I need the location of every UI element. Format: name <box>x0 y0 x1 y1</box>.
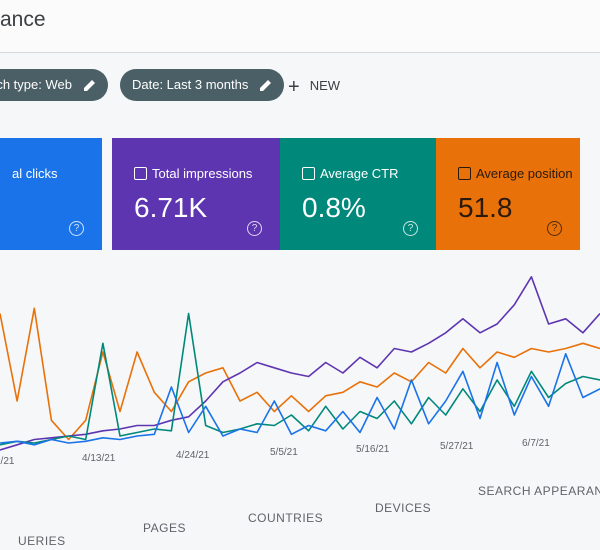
new-text: NEW <box>309 78 341 93</box>
metric-value: 51.8 <box>458 192 513 223</box>
metric-value: 0.8% <box>302 192 366 223</box>
edit-icon <box>260 80 272 91</box>
metric-card[interactable]: Average position 51.8? <box>436 138 580 250</box>
performance-chart: 2/21 4/13/21 4/24/21 5/5/21 5/16/21 5/27/21 6/… <box>0 276 600 467</box>
filter-text: Date: Last 3 months <box>132 77 249 92</box>
metric-label: Average position <box>476 166 573 181</box>
filter-text: rch type: Web <box>0 77 72 92</box>
tab[interactable]: SEARCH APPEARANCE <box>478 484 600 498</box>
x-axis-label: 5/16/21 <box>356 444 390 455</box>
x-axis-label: 4/13/21 <box>82 453 116 464</box>
help-icon: ? <box>547 221 562 236</box>
metric-card[interactable]: al clicks? <box>0 138 102 250</box>
tab[interactable]: DEVICES <box>375 501 432 515</box>
metric-value: 6.71K <box>134 192 208 223</box>
checkbox <box>134 167 147 180</box>
series-line <box>0 312 600 446</box>
checkbox <box>458 167 471 180</box>
page-title: ance <box>0 8 46 31</box>
x-axis-label: 5/5/21 <box>270 447 298 458</box>
tab[interactable]: UERIES <box>18 534 66 548</box>
x-axis-label: 6/7/21 <box>522 438 550 449</box>
edit-icon <box>83 80 95 91</box>
tab[interactable]: COUNTRIES <box>248 511 324 525</box>
x-axis-label: 4/24/21 <box>176 450 210 461</box>
plus-icon: + <box>288 76 300 98</box>
metric-label: Average CTR <box>320 166 399 181</box>
help-icon: ? <box>403 221 418 236</box>
help-icon: ? <box>69 221 84 236</box>
x-axis-label: 5/27/21 <box>440 441 474 452</box>
filter-chip[interactable]: Date: Last 3 months <box>120 69 285 101</box>
header: ance <box>0 0 600 53</box>
metric-label: al clicks <box>12 166 58 181</box>
checkbox <box>302 167 315 180</box>
series-line <box>0 353 600 446</box>
metric-card[interactable]: Average CTR 0.8%? <box>280 138 436 250</box>
filter-chip[interactable]: rch type: Web <box>0 69 108 101</box>
series-line <box>0 276 600 451</box>
tab[interactable]: PAGES <box>143 521 186 535</box>
x-axis-label: 2/21 <box>0 456 15 467</box>
new-button[interactable]: + NEW <box>288 76 340 99</box>
metric-label: Total impressions <box>152 166 253 181</box>
help-icon: ? <box>247 221 262 236</box>
metric-card[interactable]: Total impressions 6.71K? <box>112 138 280 250</box>
